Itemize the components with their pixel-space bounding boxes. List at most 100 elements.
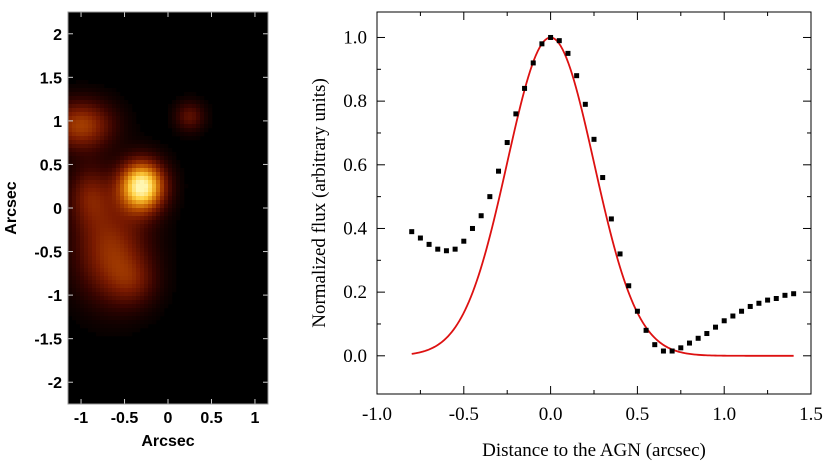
heatmap-cell xyxy=(168,160,173,165)
heatmap-cell xyxy=(156,256,161,261)
heatmap-cell xyxy=(80,272,85,277)
heatmap-cell xyxy=(144,216,149,221)
heatmap-cell xyxy=(68,176,73,181)
heatmap-cell xyxy=(124,308,129,313)
heatmap-cell xyxy=(92,216,97,221)
heatmap-cell xyxy=(112,208,117,213)
heatmap-cell xyxy=(132,296,137,301)
heatmap-cell xyxy=(80,136,85,141)
heatmap-cell xyxy=(132,172,137,177)
heatmap-cell xyxy=(160,296,165,301)
heatmap-cell xyxy=(168,112,173,117)
heatmap-cell xyxy=(144,252,149,257)
heatmap-cell xyxy=(104,140,109,145)
heatmap-cell xyxy=(196,112,201,117)
heatmap-cell xyxy=(108,272,113,277)
heatmap-cell xyxy=(148,264,153,269)
heatmap-cell xyxy=(160,220,165,225)
heatmap-cell xyxy=(152,304,157,309)
heatmap-cell xyxy=(132,112,137,117)
heatmap-cell xyxy=(132,236,137,241)
heatmap-cell xyxy=(100,216,105,221)
heatmap-cell xyxy=(80,312,85,317)
heatmap-ytick-label: -0.5 xyxy=(34,245,62,262)
heatmap-cell xyxy=(180,132,185,137)
heatmap-cell xyxy=(184,124,189,129)
heatmap-cell xyxy=(84,112,89,117)
data-point xyxy=(695,335,701,341)
heatmap-cell xyxy=(76,152,81,157)
heatmap-cell xyxy=(108,280,113,285)
heatmap-cell xyxy=(172,204,177,209)
heatmap-cell xyxy=(104,208,109,213)
heatmap-cell xyxy=(76,216,81,221)
heatmap-cell xyxy=(140,212,145,217)
heatmap-cell xyxy=(156,192,161,197)
heatmap-cell xyxy=(68,236,73,241)
heatmap-cell xyxy=(120,100,125,105)
heatmap-cell xyxy=(108,304,113,309)
heatmap-cell xyxy=(192,96,197,101)
heatmap-cell xyxy=(84,232,89,237)
heatmap-cell xyxy=(112,268,117,273)
heatmap-cell xyxy=(188,120,193,125)
heatmap-cell xyxy=(92,116,97,121)
heatmap-cell xyxy=(156,148,161,153)
heatmap-cell xyxy=(112,276,117,281)
heatmap-cell xyxy=(68,188,73,193)
heatmap-cell xyxy=(128,112,133,117)
heatmap-cell xyxy=(116,228,121,233)
heatmap-cell xyxy=(72,240,77,245)
heatmap-cell xyxy=(96,100,101,105)
heatmap-cell xyxy=(148,220,153,225)
heatmap-cell xyxy=(76,80,81,85)
heatmap-cell xyxy=(140,156,145,161)
heatmap-cell xyxy=(116,96,121,101)
heatmap-cell xyxy=(76,312,81,317)
heatmap-cell xyxy=(104,212,109,217)
heatmap-cell xyxy=(168,260,173,265)
heatmap-cell xyxy=(140,252,145,257)
heatmap-cell xyxy=(168,272,173,277)
heatmap-cell xyxy=(136,140,141,145)
heatmap-cell xyxy=(124,112,129,117)
heatmap-cell xyxy=(156,184,161,189)
heatmap-cell xyxy=(128,204,133,209)
heatmap-cell xyxy=(84,316,89,321)
heatmap-cell xyxy=(148,180,153,185)
heatmap-cell xyxy=(68,272,73,277)
heatmap-cell xyxy=(136,228,141,233)
heatmap-cell xyxy=(100,228,105,233)
data-point xyxy=(461,238,467,244)
heatmap-cell xyxy=(132,256,137,261)
heatmap-cell xyxy=(164,240,169,245)
heatmap-cell xyxy=(136,284,141,289)
heatmap-cell xyxy=(208,112,213,117)
heatmap-cell xyxy=(160,240,165,245)
heatmap-cell xyxy=(80,208,85,213)
heatmap-cell xyxy=(168,216,173,221)
heatmap-cell xyxy=(168,268,173,273)
heatmap-cell xyxy=(156,284,161,289)
heatmap-cell xyxy=(164,244,169,249)
heatmap-cell xyxy=(152,236,157,241)
heatmap-cell xyxy=(100,280,105,285)
heatmap-cell xyxy=(120,172,125,177)
heatmap-cell xyxy=(112,168,117,173)
heatmap-cell xyxy=(132,208,137,213)
heatmap-cell xyxy=(180,100,185,105)
heatmap-cell xyxy=(108,284,113,289)
heatmap-cell xyxy=(172,152,177,157)
data-point xyxy=(634,308,640,314)
heatmap-cell xyxy=(84,296,89,301)
heatmap-cell xyxy=(148,296,153,301)
heatmap-cell xyxy=(72,112,77,117)
heatmap-cell xyxy=(136,216,141,221)
heatmap-cell xyxy=(100,100,105,105)
heatmap-cell xyxy=(100,180,105,185)
data-point xyxy=(426,241,432,247)
heatmap-cell xyxy=(88,92,93,97)
heatmap-cell xyxy=(152,160,157,165)
heatmap-cell xyxy=(80,248,85,253)
heatmap-xlabel: Arcsec xyxy=(141,433,194,450)
